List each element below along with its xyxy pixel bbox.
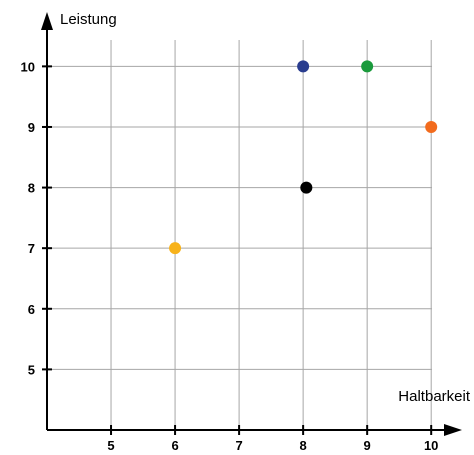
x-tick-label-10: 10 bbox=[424, 438, 438, 453]
ticks: 5 6 7 8 9 10 5 6 7 8 9 10 bbox=[21, 59, 439, 453]
x-axis-arrow bbox=[444, 424, 462, 436]
y-axis-arrow bbox=[41, 12, 53, 30]
data-point-5 bbox=[169, 242, 182, 255]
y-tick-label-7: 7 bbox=[28, 241, 35, 256]
y-tick-label-9: 9 bbox=[28, 120, 35, 135]
y-tick-label-6: 6 bbox=[28, 302, 35, 317]
data-point-4 bbox=[300, 181, 313, 194]
x-axis-label: Haltbarkeit bbox=[398, 388, 471, 405]
x-tick-label-9: 9 bbox=[364, 438, 371, 453]
x-tick-label-7: 7 bbox=[235, 438, 242, 453]
axes bbox=[41, 12, 462, 436]
y-tick-label-5: 5 bbox=[28, 362, 35, 377]
x-tick-label-8: 8 bbox=[300, 438, 307, 453]
data-point-1 bbox=[297, 60, 310, 73]
y-tick-label-10: 10 bbox=[21, 59, 35, 74]
x-tick-label-6: 6 bbox=[171, 438, 178, 453]
data-points bbox=[169, 60, 438, 255]
data-point-3 bbox=[425, 120, 438, 133]
y-tick-label-8: 8 bbox=[28, 181, 35, 196]
y-axis-label: Leistung bbox=[60, 11, 117, 28]
x-tick-label-5: 5 bbox=[107, 438, 114, 453]
data-point-2 bbox=[361, 60, 374, 73]
grid bbox=[47, 40, 432, 430]
